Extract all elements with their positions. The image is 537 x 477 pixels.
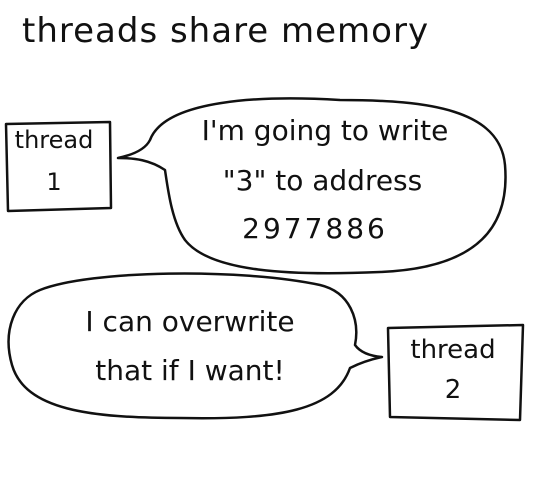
thread-2-label: thread <box>410 335 496 365</box>
thread-2-box <box>386 323 525 422</box>
speech-bubble-2 <box>7 272 384 420</box>
page-title: threads share memory <box>22 11 430 51</box>
speech-1-line-2: "3" to address <box>222 164 423 197</box>
speech-bubble-1 <box>116 97 507 275</box>
thread-1-label: thread <box>14 126 94 154</box>
thread-1-box <box>4 120 113 213</box>
speech-1-line-1: I'm going to write <box>201 114 449 147</box>
speech-2-line-1: I can overwrite <box>85 305 295 338</box>
speech-1-line-3: 2977886 <box>242 212 388 245</box>
thread-2-number: 2 <box>444 375 462 405</box>
thread-1-number: 1 <box>46 168 62 196</box>
speech-2-line-2: that if I want! <box>95 354 285 387</box>
